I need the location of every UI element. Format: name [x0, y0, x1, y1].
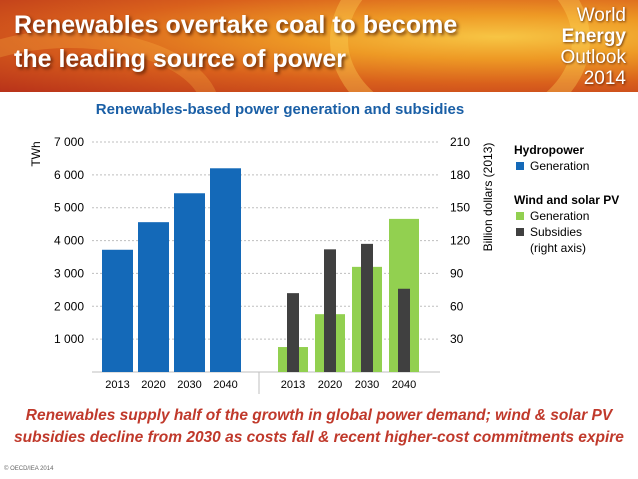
x-tick-label: 2020	[318, 379, 342, 391]
y-right-axis-label: Billion dollars (2013)	[481, 143, 495, 252]
y-tick-label: 7 000	[54, 135, 84, 149]
slide-caption: Renewables supply half of the growth in …	[0, 405, 638, 449]
legend-wind-title: Wind and solar PV	[514, 193, 620, 207]
y-right-tick-label: 90	[450, 266, 464, 280]
y-tick-label: 4 000	[54, 234, 84, 248]
y-tick-label: 5 000	[54, 201, 84, 215]
y-right-tick-label: 180	[450, 168, 470, 182]
legend-label: Generation	[530, 209, 590, 223]
slide-title-line1: Renewables overtake coal to become	[14, 11, 458, 39]
legend-item-hydro-generation: Generation	[514, 158, 638, 174]
header-banner: Renewables overtake coal to become the l…	[0, 0, 638, 92]
logo-line4: 2014	[583, 68, 626, 89]
logo-line3: Outlook	[560, 47, 626, 68]
legend-item-wind-generation: Generation	[514, 208, 638, 224]
slide-title: Renewables overtake coal to become the l…	[14, 8, 484, 76]
legend-swatch-blue	[516, 162, 524, 170]
y-right-tick-label: 210	[450, 135, 470, 149]
y-tick-label: 3 000	[54, 266, 84, 280]
legend-note: (right axis)	[530, 241, 587, 255]
legend-label: Generation	[530, 159, 590, 173]
logo-line2: Energy	[561, 26, 626, 47]
bar-wind-subsidies	[361, 243, 373, 372]
chart-title: Renewables-based power generation and su…	[95, 101, 465, 118]
caption-line1: Renewables supply half of the growth in …	[25, 407, 613, 424]
bar-hydro-generation	[210, 168, 241, 372]
y-right-tick-label: 60	[450, 299, 464, 313]
logo-line1: World	[576, 5, 626, 26]
legend: Hydropower Generation Wind and solar PV …	[514, 142, 638, 256]
bar-wind-subsidies	[287, 293, 299, 372]
slide-title-line2: the leading source of power	[14, 45, 346, 73]
x-tick-label: 2013	[281, 379, 305, 391]
y-axis-label: TWh	[29, 141, 43, 166]
bar-chart: 1 000 2 000 3 000 4 000 5 000 6 000 7 000 30 60 9…	[29, 135, 495, 394]
legend-item-wind-subsidies: Subsidies	[514, 224, 638, 240]
x-tick-label: 2030	[177, 379, 201, 391]
x-tick-label: 2020	[141, 379, 165, 391]
x-tick-label: 2030	[355, 379, 379, 391]
y-tick-label: 1 000	[54, 332, 84, 346]
legend-swatch-green	[516, 212, 524, 220]
bar-hydro-generation	[138, 222, 169, 372]
legend-label: Subsidies	[530, 225, 583, 239]
x-tick-label: 2013	[105, 379, 129, 391]
y-tick-label: 6 000	[54, 168, 84, 182]
bar-hydro-generation	[102, 249, 133, 372]
x-tick-label: 2040	[392, 379, 416, 391]
y-right-tick-label: 120	[450, 234, 470, 248]
caption-line2: subsidies decline from 2030 as costs fal…	[14, 429, 624, 446]
bar-wind-subsidies	[324, 249, 336, 372]
y-right-tick-label: 30	[450, 332, 464, 346]
y-right-tick-label: 150	[450, 201, 470, 215]
bar-hydro-generation	[174, 193, 205, 372]
bar-wind-subsidies	[398, 288, 410, 372]
copyright: © OECD/IEA 2014	[4, 466, 54, 472]
legend-hydro-title: Hydropower	[514, 143, 585, 157]
legend-swatch-dark	[516, 228, 524, 236]
weo-logo: World Energy Outlook 2014	[506, 5, 626, 89]
x-tick-label: 2040	[213, 379, 237, 391]
y-tick-label: 2 000	[54, 299, 84, 313]
